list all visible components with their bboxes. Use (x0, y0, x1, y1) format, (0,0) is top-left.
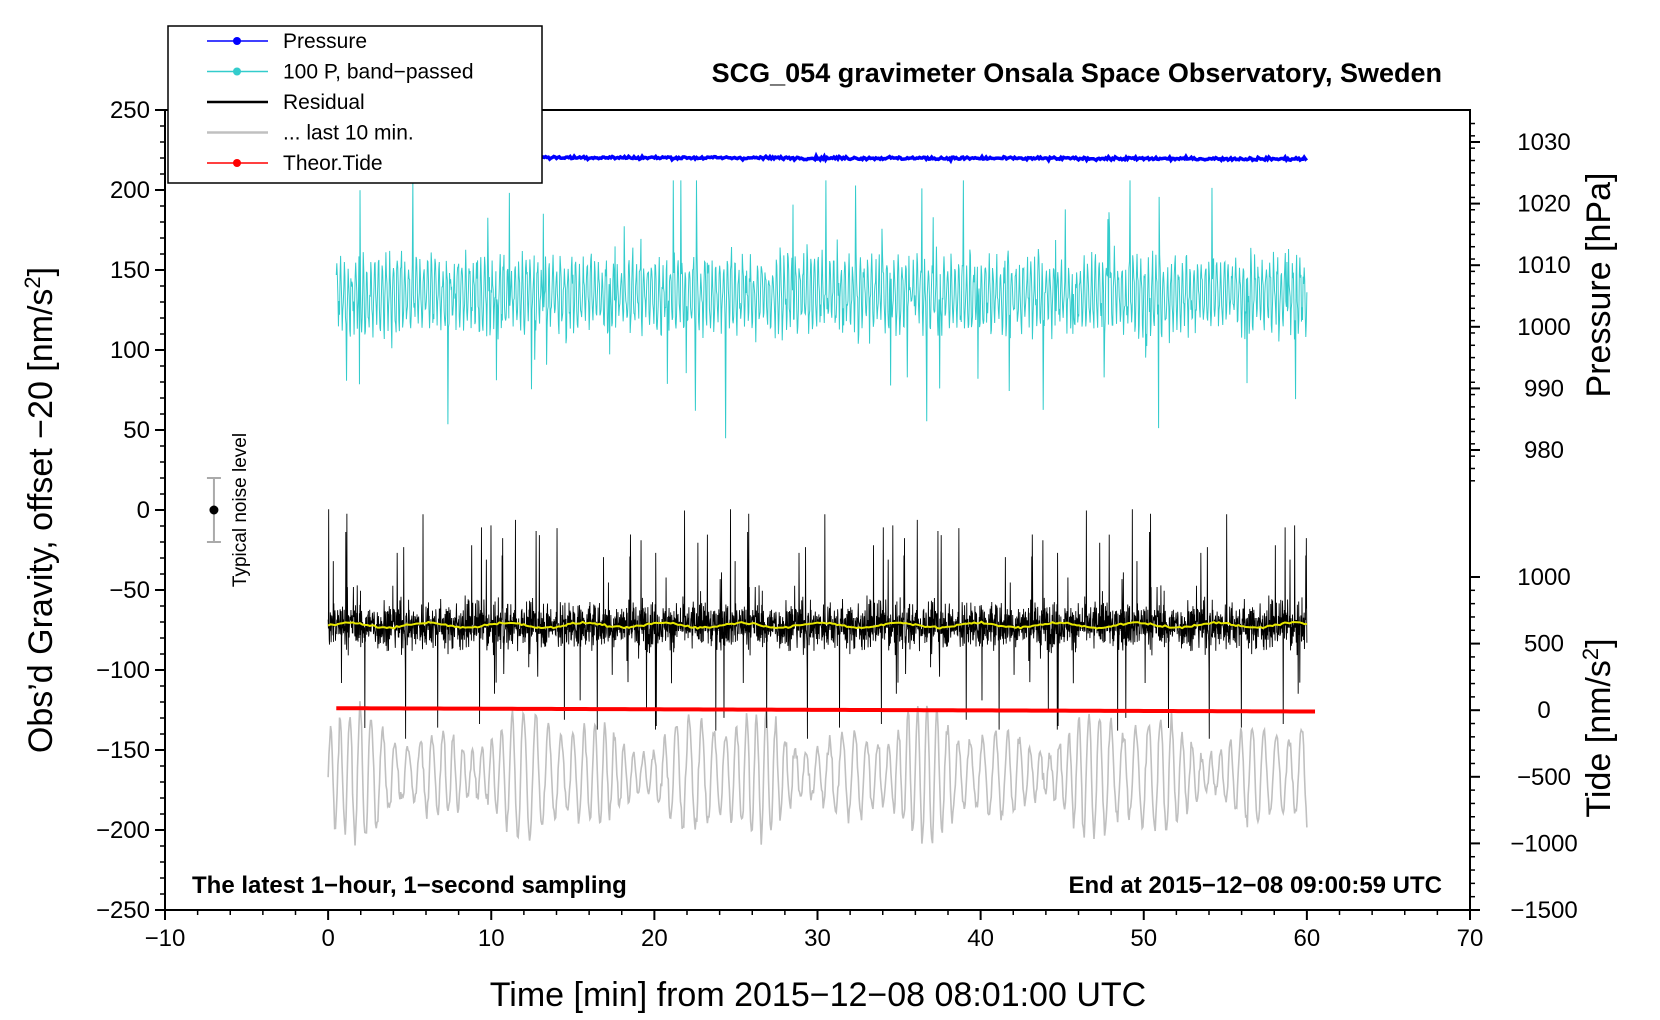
y-left-tick-label: −200 (96, 817, 150, 844)
tide-title-sup: 2 (1578, 648, 1603, 660)
x-tick-label: −10 (145, 925, 186, 952)
x-tick-label: 40 (967, 925, 994, 952)
series-last-10-min (327, 701, 1308, 846)
plot-frame (164, 109, 1471, 911)
annotation-sampling: The latest 1−hour, 1−second sampling (192, 872, 627, 899)
pressure-tick-label: 1010 (1517, 252, 1570, 279)
legend-swatch-dot (233, 159, 241, 167)
y-left-tick-label: 200 (110, 177, 150, 204)
series-band-passed-pressure (335, 180, 1308, 439)
chart-title: SCG_054 gravimeter Onsala Space Observat… (712, 58, 1442, 88)
tide-title-main: Tide [nm/s (1580, 660, 1618, 817)
tide-title-close: ] (1580, 638, 1618, 647)
tide-tick-label: −1000 (1510, 830, 1577, 857)
y-axis-title-tide: Tide [nm/s2] (1578, 638, 1618, 817)
y-left-tick-label: 0 (137, 497, 150, 524)
y-left-tick-label: 100 (110, 337, 150, 364)
x-axis-title: Time [min] from 2015−12−08 08:01:00 UTC (490, 976, 1146, 1014)
noise-label: Typical noise level (230, 433, 251, 587)
x-tick-label: 30 (804, 925, 831, 952)
legend-label: Residual (283, 91, 365, 114)
legend-label: 100 P, band−passed (283, 61, 474, 84)
y-axis-title-pressure: Pressure [hPa] (1580, 173, 1618, 398)
tide-tick-label: −500 (1517, 764, 1571, 791)
series-theoretical-tide (336, 706, 1316, 714)
legend-label: Theor.Tide (283, 152, 383, 175)
y-left-tick-label: 250 (110, 97, 150, 124)
axis-layer: −10 0 10 20 30 40 50 60 70250200150100500−50−100… (96, 97, 1578, 952)
legend-box (167, 25, 543, 184)
y-left-tick-label: 50 (123, 417, 150, 444)
y-left-title-close: ] (22, 267, 60, 276)
x-tick-label: 20 (641, 925, 668, 952)
y-left-tick-label: −100 (96, 657, 150, 684)
tide-tick-label: 1000 (1517, 564, 1570, 591)
series-pressure (490, 151, 1309, 165)
x-tick-label: 10 (478, 925, 505, 952)
pressure-tick-label: 1000 (1517, 314, 1570, 341)
x-tick-label: 0 (321, 925, 334, 952)
pressure-tick-label: 980 (1524, 437, 1564, 464)
y-left-tick-label: −50 (109, 577, 150, 604)
tide-tick-label: 0 (1537, 697, 1550, 724)
legend-label: Pressure (283, 30, 367, 53)
y-left-title-main: Obs’d Gravity, offset −20 [nm/s (22, 289, 60, 754)
legend-label: ... last 10 min. (283, 122, 414, 145)
y-left-tick-label: 150 (110, 257, 150, 284)
series-residual-smoothed (327, 620, 1307, 630)
legend-items: Pressure 100 P, band−passed Residual ... la… (207, 30, 474, 175)
legend-swatch-dot (233, 37, 241, 45)
y-left-tick-label: −250 (96, 897, 150, 924)
y-left-title-sup: 2 (20, 276, 45, 288)
y-axis-title-left: Obs’d Gravity, offset −20 [nm/s2] (20, 267, 60, 753)
pressure-tick-label: 990 (1524, 375, 1564, 402)
x-tick-label: 70 (1457, 925, 1484, 952)
pressure-tick-label: 1020 (1517, 191, 1570, 218)
pressure-tick-label: 1030 (1517, 129, 1570, 156)
x-tick-label: 50 (1130, 925, 1157, 952)
y-left-tick-label: −150 (96, 737, 150, 764)
series-layer (327, 151, 1316, 846)
tide-tick-label: 500 (1524, 631, 1564, 658)
annotation-end-time: End at 2015−12−08 09:00:59 UTC (1068, 872, 1442, 899)
tide-tick-label: −1500 (1510, 897, 1577, 924)
noise-bar-dot (209, 505, 219, 515)
x-tick-label: 60 (1294, 925, 1321, 952)
legend-swatch-dot (233, 67, 241, 76)
series-residual (327, 509, 1308, 739)
legend: Pressure 100 P, band−passed Residual ... la… (167, 25, 543, 184)
noise-bar: Typical noise level (206, 433, 251, 587)
